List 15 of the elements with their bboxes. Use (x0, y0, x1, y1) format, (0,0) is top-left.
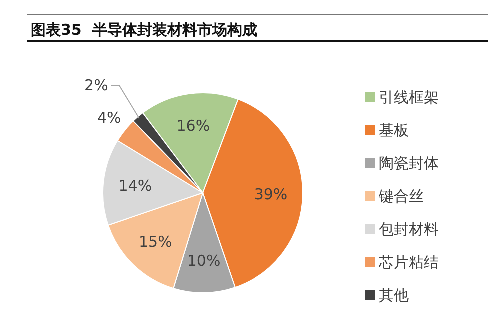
data-label: 2% (84, 76, 108, 95)
legend-label: 引线框架 (379, 88, 439, 106)
data-label: 15% (139, 233, 172, 252)
data-label: 39% (254, 185, 288, 204)
legend-label: 陶瓷封体 (379, 154, 439, 172)
data-label: 14% (118, 176, 152, 195)
legend-label: 基板 (379, 121, 409, 140)
legend-label: 键合丝 (378, 187, 424, 206)
chart-title: 图表35 半导体封装材料市场构成 (31, 21, 258, 39)
legend-label: 芯片粘结 (378, 253, 439, 272)
data-label: 10% (187, 252, 221, 270)
data-label: 4% (97, 109, 122, 128)
legend-label: 其他 (379, 286, 409, 304)
legend-label: 包封材料 (379, 220, 439, 238)
data-label: 16% (176, 116, 210, 135)
